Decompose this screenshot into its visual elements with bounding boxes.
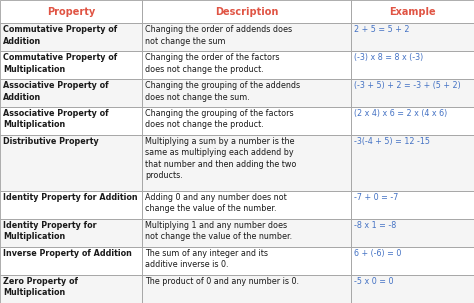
- Bar: [142, 51, 351, 79]
- Bar: [351, 191, 474, 219]
- Text: -7 + 0 = -7: -7 + 0 = -7: [354, 193, 398, 202]
- Text: Multiplying 1 and any number does
not change the value of the number.: Multiplying 1 and any number does not ch…: [145, 221, 292, 241]
- Bar: [142, 219, 351, 247]
- Bar: [351, 135, 474, 191]
- Bar: [142, 135, 351, 191]
- Bar: [0, 79, 142, 107]
- Text: Distributive Property: Distributive Property: [3, 137, 99, 146]
- Text: Property: Property: [47, 7, 95, 17]
- Text: The product of 0 and any number is 0.: The product of 0 and any number is 0.: [145, 277, 299, 286]
- Bar: [142, 247, 351, 275]
- Bar: [351, 219, 474, 247]
- Bar: [0, 51, 142, 79]
- Bar: [0, 23, 142, 51]
- Text: Associative Property of
Multiplication: Associative Property of Multiplication: [3, 109, 109, 129]
- Text: Adding 0 and any number does not
change the value of the number.: Adding 0 and any number does not change …: [145, 193, 287, 213]
- Text: Multiplying a sum by a number is the
same as multiplying each addend by
that num: Multiplying a sum by a number is the sam…: [145, 137, 296, 180]
- Text: Changing the order of the factors
does not change the product.: Changing the order of the factors does n…: [145, 53, 280, 74]
- Bar: [0, 0, 142, 23]
- Text: 6 + (-6) = 0: 6 + (-6) = 0: [354, 249, 401, 258]
- Text: -3(-4 + 5) = 12 -15: -3(-4 + 5) = 12 -15: [354, 137, 429, 146]
- Bar: [142, 107, 351, 135]
- Text: Zero Property of
Multiplication: Zero Property of Multiplication: [3, 277, 78, 297]
- Bar: [351, 247, 474, 275]
- Text: Description: Description: [215, 7, 278, 17]
- Bar: [351, 275, 474, 303]
- Text: Inverse Property of Addition: Inverse Property of Addition: [3, 249, 132, 258]
- Text: Changing the grouping of the addends
does not change the sum.: Changing the grouping of the addends doe…: [145, 81, 300, 102]
- Text: -8 x 1 = -8: -8 x 1 = -8: [354, 221, 396, 230]
- Text: 2 + 5 = 5 + 2: 2 + 5 = 5 + 2: [354, 25, 409, 34]
- Bar: [142, 0, 351, 23]
- Text: -5 x 0 = 0: -5 x 0 = 0: [354, 277, 393, 286]
- Text: (-3 + 5) + 2 = -3 + (5 + 2): (-3 + 5) + 2 = -3 + (5 + 2): [354, 81, 460, 90]
- Bar: [351, 0, 474, 23]
- Text: Example: Example: [389, 7, 436, 17]
- Text: (2 x 4) x 6 = 2 x (4 x 6): (2 x 4) x 6 = 2 x (4 x 6): [354, 109, 447, 118]
- Text: Identity Property for Addition: Identity Property for Addition: [3, 193, 137, 202]
- Bar: [142, 275, 351, 303]
- Bar: [351, 23, 474, 51]
- Bar: [351, 51, 474, 79]
- Bar: [0, 275, 142, 303]
- Bar: [142, 23, 351, 51]
- Text: Changing the order of addends does
not change the sum: Changing the order of addends does not c…: [145, 25, 292, 45]
- Bar: [0, 247, 142, 275]
- Text: Commutative Property of
Multiplication: Commutative Property of Multiplication: [3, 53, 117, 74]
- Text: Associative Property of
Addition: Associative Property of Addition: [3, 81, 109, 102]
- Text: Commutative Property of
Addition: Commutative Property of Addition: [3, 25, 117, 45]
- Text: Identity Property for
Multiplication: Identity Property for Multiplication: [3, 221, 97, 241]
- Bar: [0, 107, 142, 135]
- Bar: [0, 191, 142, 219]
- Text: The sum of any integer and its
additive inverse is 0.: The sum of any integer and its additive …: [145, 249, 268, 269]
- Text: (-3) x 8 = 8 x (-3): (-3) x 8 = 8 x (-3): [354, 53, 423, 62]
- Text: Changing the grouping of the factors
does not change the product.: Changing the grouping of the factors doe…: [145, 109, 294, 129]
- Bar: [0, 219, 142, 247]
- Bar: [142, 191, 351, 219]
- Bar: [351, 79, 474, 107]
- Bar: [0, 135, 142, 191]
- Bar: [351, 107, 474, 135]
- Bar: [142, 79, 351, 107]
